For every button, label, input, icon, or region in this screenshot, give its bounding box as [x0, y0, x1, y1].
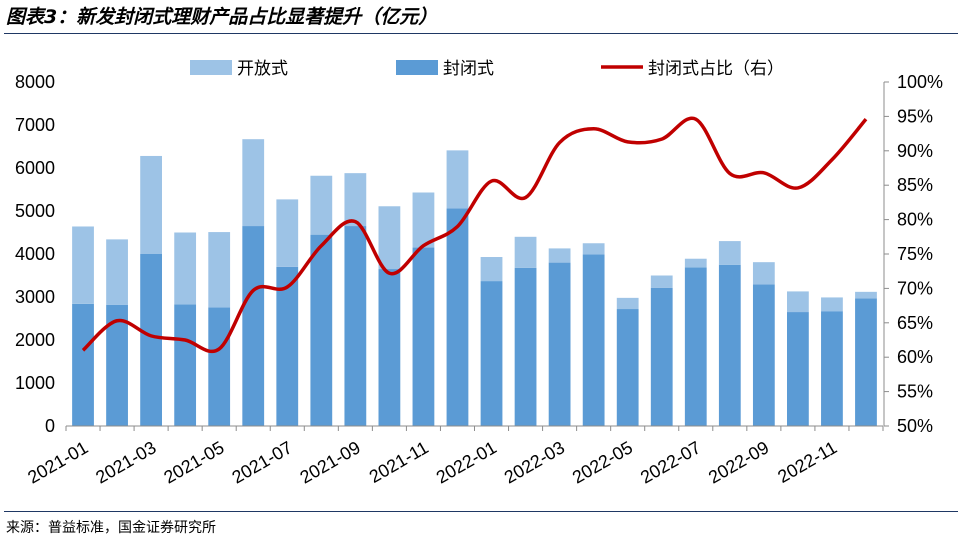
bar-open [174, 232, 197, 305]
y-right-tick-label: 65% [897, 313, 933, 333]
bar-closed [855, 298, 877, 426]
legend-label-ratio: 封闭式占比（右） [648, 59, 784, 79]
bar-open [718, 241, 741, 265]
y-right-tick-label: 80% [897, 210, 933, 230]
x-tick-label: 2022-07 [637, 437, 704, 487]
bar-closed [344, 226, 367, 426]
x-tick-label: 2021-05 [160, 437, 227, 487]
y-left-tick-label: 3000 [15, 287, 55, 307]
bar-closed [787, 312, 809, 426]
bar-closed [514, 267, 537, 426]
bar-closed [650, 287, 673, 426]
x-tick-label: 2021-03 [92, 437, 159, 487]
legend-swatch-open [190, 60, 232, 75]
bar-closed [821, 311, 843, 426]
bar-open [378, 206, 401, 270]
y-left-tick-label: 5000 [15, 201, 55, 221]
y-right-tick-label: 60% [897, 347, 933, 367]
x-tick-label: 2022-01 [433, 437, 500, 487]
bar-open [684, 258, 707, 268]
bar-closed [242, 226, 265, 426]
bar-open [821, 297, 843, 312]
bar-closed [140, 254, 162, 426]
x-tick-label: 2021-11 [366, 437, 432, 487]
bar-open [242, 139, 265, 227]
bar-open [310, 175, 333, 235]
bar-open [548, 248, 571, 263]
bar-closed [208, 307, 231, 426]
bar-open [446, 150, 469, 209]
bar-closed [582, 254, 605, 426]
bar-closed [752, 284, 775, 426]
bars-group [72, 139, 877, 426]
x-tick-label: 2022-09 [705, 437, 772, 487]
title-rule [4, 33, 958, 34]
bar-open [787, 291, 809, 313]
y-left-tick-label: 1000 [15, 373, 55, 393]
bar-closed [412, 247, 435, 426]
bar-open [616, 297, 639, 310]
y-left-tick-label: 7000 [15, 115, 55, 135]
bar-closed [174, 304, 197, 426]
y-right-tick-label: 90% [897, 141, 933, 161]
bar-open [276, 199, 299, 267]
y-left-tick-label: 4000 [15, 244, 55, 264]
legend: 开放式 封闭式 封闭式占比（右） [190, 59, 784, 79]
y-right-tick-label: 100% [897, 72, 943, 92]
y-right-tick-label: 85% [897, 175, 933, 195]
chart-title: 图表3：新发封闭式理财产品占比显著提升（亿元） [6, 6, 438, 28]
bar-open [752, 262, 775, 285]
bar-closed [310, 234, 333, 426]
x-tick-label: 2022-11 [774, 437, 840, 487]
y-right-tick-label: 55% [897, 382, 933, 402]
y-left-tick-label: 6000 [15, 158, 55, 178]
bar-closed [718, 264, 741, 426]
x-tick-label: 2022-05 [569, 437, 636, 487]
bar-closed [378, 269, 401, 426]
bar-open [208, 232, 231, 308]
chart-area: 开放式 封闭式 封闭式占比（右） 2021-01 2021-03 2021-05 2021… [15, 59, 943, 488]
y-right-tick-label: 70% [897, 278, 933, 298]
ratio-line [81, 116, 868, 354]
bar-closed [616, 309, 639, 426]
x-tick-label: 2021-09 [297, 437, 364, 487]
bar-open [344, 173, 367, 227]
y-left-tick-label: 8000 [15, 72, 55, 92]
bar-closed [72, 303, 94, 426]
x-tick-label: 2022-03 [501, 437, 568, 487]
legend-swatch-closed [396, 60, 438, 75]
y-left-tick-label: 2000 [15, 330, 55, 350]
bar-closed [276, 266, 299, 426]
bar-open [106, 239, 128, 305]
y-right-tick-label: 75% [897, 244, 933, 264]
bar-closed [106, 304, 128, 426]
y-left-tick-label: 0 [45, 416, 55, 436]
y-right-tick-label: 50% [897, 416, 933, 436]
y-right-tick-label: 95% [897, 106, 933, 126]
bar-closed [446, 208, 469, 426]
bar-open [650, 275, 673, 288]
x-tick-label: 2021-01 [24, 437, 91, 487]
bar-closed [480, 281, 503, 426]
bar-open [480, 257, 503, 282]
ratio-line-group [81, 116, 868, 354]
bar-open [72, 226, 94, 304]
bar-closed [684, 267, 707, 426]
bar-open [140, 155, 162, 254]
x-tick-label: 2021-07 [228, 437, 295, 487]
bar-closed [548, 262, 571, 426]
bar-open [582, 243, 605, 255]
bar-open [412, 192, 435, 248]
legend-label-open: 开放式 [237, 59, 288, 79]
bar-open [855, 291, 877, 299]
source-note: 来源：普益标准，国金证券研究所 [6, 520, 216, 536]
bar-open [514, 236, 537, 268]
source-rule [4, 511, 958, 512]
legend-label-closed: 封闭式 [443, 59, 494, 79]
